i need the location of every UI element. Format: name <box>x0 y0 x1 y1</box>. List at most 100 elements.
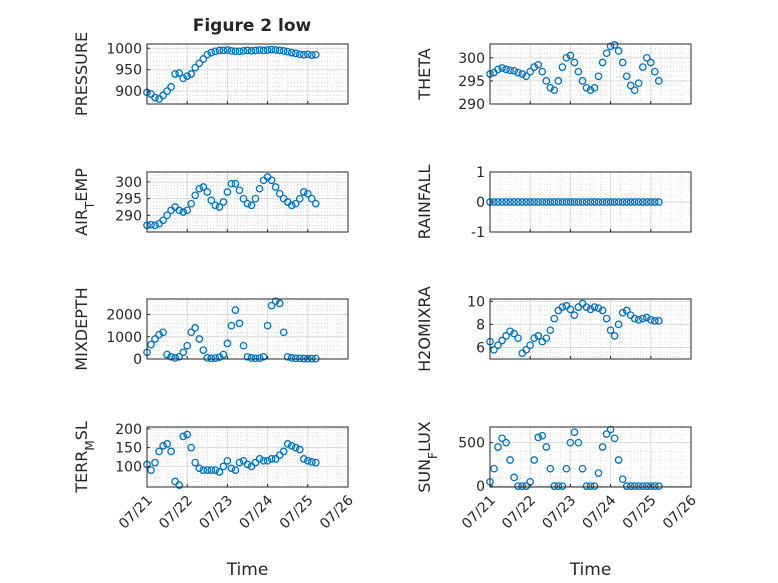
y-tick-label: 200 <box>115 422 142 438</box>
data-point <box>494 341 502 350</box>
data-point <box>590 482 599 490</box>
data-point <box>562 198 571 206</box>
data-point <box>598 58 607 67</box>
data-point <box>494 65 502 74</box>
data-point <box>263 321 272 330</box>
data-point <box>586 86 595 95</box>
data-point <box>514 482 522 490</box>
data-point <box>211 354 220 362</box>
data-point <box>247 47 256 55</box>
data-point <box>546 326 555 335</box>
data-point <box>514 68 522 77</box>
data-point <box>642 198 651 206</box>
data-point <box>594 304 603 313</box>
data-point <box>291 49 300 58</box>
data-point <box>207 354 216 363</box>
data-point <box>614 456 623 464</box>
data-point <box>267 301 276 310</box>
data-point <box>175 481 184 489</box>
data-point <box>211 466 220 474</box>
data-point <box>602 314 611 323</box>
data-point <box>642 53 651 62</box>
axes-box <box>489 43 692 105</box>
data-point <box>267 176 276 185</box>
data-point <box>574 198 583 206</box>
data-point <box>570 428 579 437</box>
data-point <box>654 482 663 490</box>
data-point <box>239 341 248 350</box>
axes-box <box>146 298 349 360</box>
subplot-pressure: 900 950 1000 PRESSURE <box>72 32 349 116</box>
data-point <box>187 443 196 452</box>
data-point <box>606 425 615 434</box>
y-tick-label: 100 <box>115 459 142 475</box>
data-point <box>243 460 252 469</box>
data-point <box>530 334 539 343</box>
data-point <box>526 341 535 350</box>
data-point <box>283 47 292 56</box>
data-point <box>530 63 539 71</box>
data-point <box>638 198 647 206</box>
data-point <box>590 303 599 311</box>
data-point <box>594 469 603 477</box>
data-point <box>542 77 551 85</box>
data-point <box>275 189 284 198</box>
data-point <box>183 341 192 350</box>
data-point <box>522 482 531 490</box>
data-point <box>582 198 591 206</box>
data-point <box>175 206 184 215</box>
data-point <box>498 198 506 206</box>
x-tick-label: 07/21 <box>116 493 156 533</box>
data-point <box>227 464 236 473</box>
data-point <box>514 198 522 206</box>
data-point <box>163 87 171 95</box>
data-point <box>263 46 272 54</box>
y-axis-label: TERRMSL <box>72 421 97 494</box>
x-axis-label: Time <box>226 560 269 580</box>
data-point <box>522 198 531 206</box>
data-point <box>163 350 171 359</box>
data-point <box>502 332 510 340</box>
data-point <box>566 51 575 60</box>
data-point <box>614 198 623 206</box>
data-point <box>167 447 175 456</box>
data-point <box>590 198 599 206</box>
data-point <box>578 464 587 473</box>
data-point <box>211 201 220 210</box>
data-point <box>538 67 547 76</box>
data-point <box>279 328 288 337</box>
data-point <box>299 50 308 59</box>
data-point <box>287 48 296 57</box>
data-point <box>634 315 643 324</box>
data-point <box>634 79 643 88</box>
data-point <box>199 183 208 191</box>
data-point <box>155 447 163 456</box>
data-point <box>526 198 535 206</box>
data-point <box>191 63 200 72</box>
x-tick-label: 07/23 <box>196 493 236 533</box>
data-point <box>562 53 571 62</box>
data-point <box>562 464 571 473</box>
data-point <box>215 468 224 476</box>
data-point <box>498 64 506 72</box>
data-point <box>251 46 260 55</box>
data-point <box>203 50 212 59</box>
data-point <box>534 433 543 442</box>
data-point <box>506 198 514 206</box>
data-point <box>622 198 631 206</box>
data-point <box>638 314 647 323</box>
y-tick-label: 8 <box>476 317 485 333</box>
subplot-sun-flux: 0 500 07/21 07/22 07/23 07/24 07/25 07/26 SUNFLU… <box>415 421 700 580</box>
data-point <box>570 311 579 320</box>
data-point <box>215 46 224 55</box>
data-point <box>211 47 220 56</box>
data-point <box>255 354 264 362</box>
data-point <box>594 198 603 206</box>
data-point <box>219 350 228 359</box>
data-point <box>506 456 514 464</box>
data-point <box>502 198 510 206</box>
y-tick-label: 0 <box>476 479 485 495</box>
data-point <box>626 482 635 490</box>
